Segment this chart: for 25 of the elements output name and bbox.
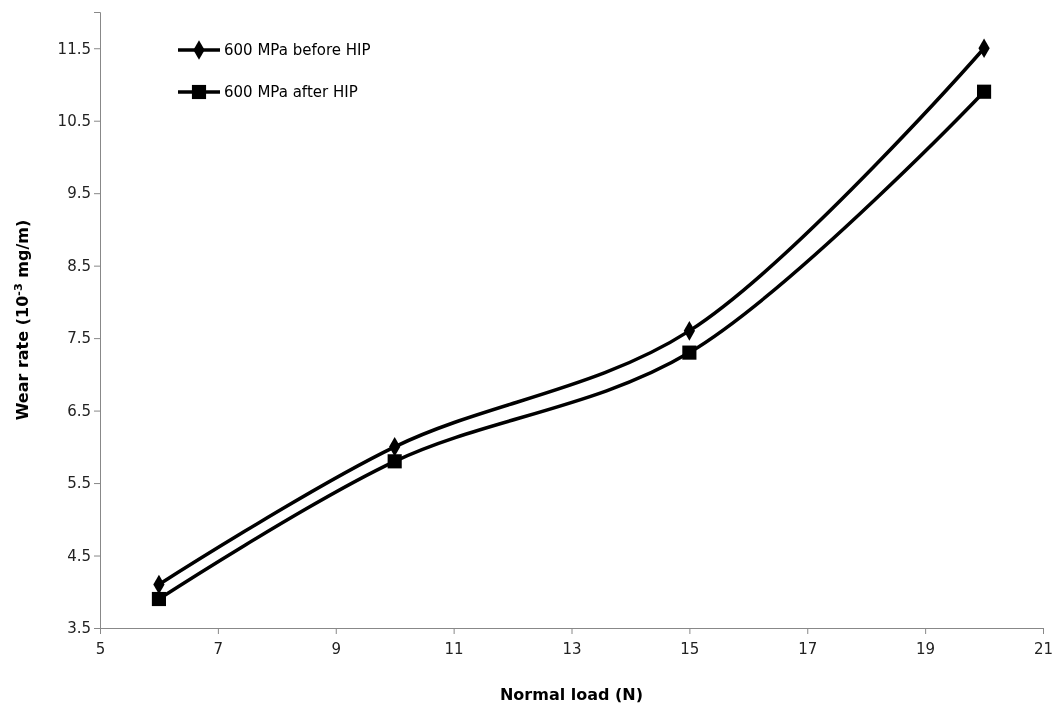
y-tick-label: 3.5: [67, 619, 91, 638]
legend-label: 600 MPa before HIP: [224, 41, 371, 60]
legend-label: 600 MPa after HIP: [224, 83, 358, 102]
x-tick-label: 21: [1033, 639, 1054, 658]
x-tick-label: 9: [331, 639, 342, 658]
y-tick-label: 6.5: [67, 401, 91, 420]
point: [387, 454, 402, 469]
point: [976, 84, 992, 99]
y-tick-label: 10.5: [57, 112, 91, 131]
x-tick-label: 17: [798, 639, 818, 658]
x-tick-label: 19: [916, 639, 936, 658]
y-tick-label: 5.5: [67, 474, 91, 493]
x-tick-label: 11: [444, 639, 464, 658]
x-tick-label: 13: [562, 639, 582, 658]
x-tick-label: 5: [95, 639, 106, 658]
y-tick-label: 7.5: [67, 329, 91, 348]
y-tick-label: 9.5: [67, 184, 91, 203]
point: [682, 345, 697, 360]
x-tick-label: 7: [213, 639, 224, 658]
x-axis-title: Normal load (N): [499, 685, 644, 704]
point: [151, 591, 167, 607]
y-tick-label: 4.5: [67, 546, 91, 565]
y-tick-label: 8.5: [67, 256, 91, 275]
x-tick-label: 15: [680, 639, 700, 658]
y-tick-label: 11.5: [57, 39, 91, 58]
